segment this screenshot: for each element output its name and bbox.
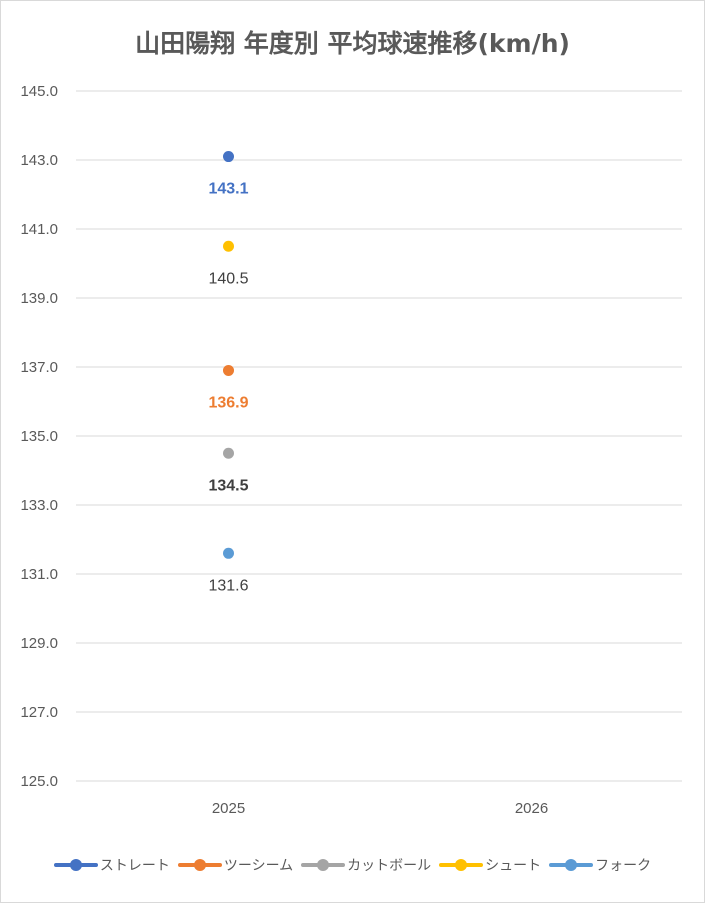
data-label: 131.6 bbox=[208, 577, 248, 594]
data-label: 136.9 bbox=[208, 394, 248, 411]
legend-label: ストレート bbox=[99, 858, 170, 874]
y-tick-label: 137.0 bbox=[20, 359, 58, 376]
y-tick-label: 135.0 bbox=[20, 428, 58, 445]
y-tick-label: 127.0 bbox=[20, 704, 58, 721]
legend-item: シュート bbox=[439, 855, 541, 875]
x-tick-label: 2025 bbox=[212, 800, 245, 817]
data-label: 143.1 bbox=[208, 181, 248, 198]
legend-marker bbox=[549, 858, 594, 872]
x-tick-label: 2026 bbox=[515, 800, 548, 817]
legend-item: ストレート bbox=[53, 855, 170, 875]
y-tick-label: 139.0 bbox=[20, 290, 58, 307]
data-point bbox=[223, 447, 234, 459]
legend: ストレート ツーシーム カットボール シュート フォーク bbox=[0, 855, 705, 875]
data-label: 140.5 bbox=[208, 270, 248, 287]
legend-marker bbox=[301, 858, 346, 872]
legend-label: ツーシーム bbox=[223, 858, 294, 874]
legend-label: シュート bbox=[485, 858, 542, 874]
legend-item: カットボール bbox=[301, 855, 431, 875]
legend-item: フォーク bbox=[549, 855, 651, 875]
legend-marker bbox=[439, 858, 484, 872]
data-label: 134.5 bbox=[208, 477, 248, 494]
chart-title: 山田陽翔 年度別 平均球速推移(km/h) bbox=[135, 29, 570, 58]
legend-label: カットボール bbox=[347, 858, 432, 874]
legend-marker bbox=[177, 858, 222, 872]
legend-label: フォーク bbox=[595, 858, 652, 874]
y-tick-label: 129.0 bbox=[20, 635, 58, 652]
y-tick-label: 141.0 bbox=[20, 221, 58, 238]
y-tick-label: 125.0 bbox=[20, 773, 58, 790]
data-point bbox=[223, 151, 234, 163]
y-tick-label: 133.0 bbox=[20, 497, 58, 514]
y-tick-label: 131.0 bbox=[20, 566, 58, 583]
data-point bbox=[223, 240, 234, 252]
legend-marker bbox=[53, 858, 98, 872]
y-tick-label: 143.0 bbox=[20, 152, 58, 169]
data-point bbox=[223, 364, 234, 376]
y-tick-label: 145.0 bbox=[20, 83, 58, 100]
data-point bbox=[223, 547, 234, 559]
legend-item: ツーシーム bbox=[177, 855, 294, 875]
